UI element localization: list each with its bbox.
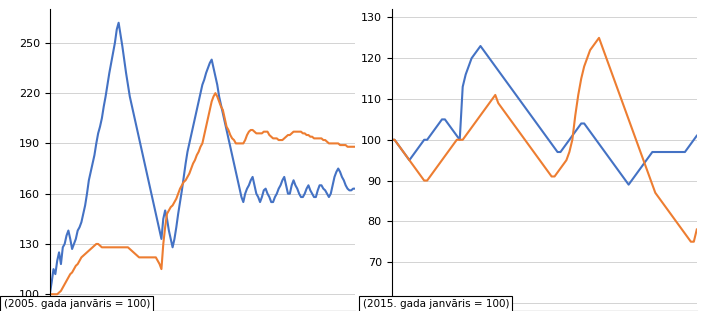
Text: (2015. gada janvāris = 100): (2015. gada janvāris = 100) xyxy=(363,299,509,309)
Text: (2005. gada janvāris = 100): (2005. gada janvāris = 100) xyxy=(4,299,150,309)
